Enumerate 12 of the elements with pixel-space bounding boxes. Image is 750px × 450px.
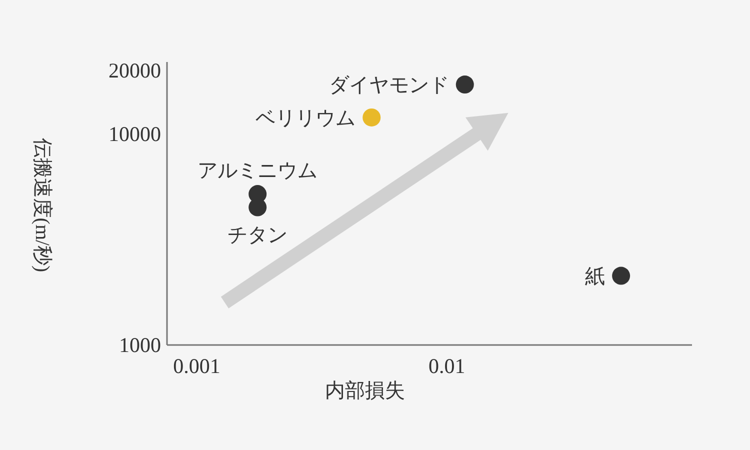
x-tick-label: 0.001 bbox=[173, 354, 220, 378]
x-tick-label: 0.01 bbox=[428, 354, 466, 378]
series-label: ベリリウム bbox=[256, 107, 356, 130]
x-axis-title: 内部損失 bbox=[325, 380, 405, 402]
series-label: アルミニウム bbox=[198, 160, 318, 182]
y-tick-label: 10000 bbox=[108, 122, 161, 146]
y-tick-label: 20000 bbox=[108, 58, 161, 83]
series-label: チタン bbox=[228, 224, 288, 246]
series-label: ダイヤモンド bbox=[328, 74, 449, 97]
y-tick-label: 1000 bbox=[119, 333, 161, 357]
y-axis-title: 伝搬速度(m/秒) bbox=[31, 138, 53, 272]
series-label: 紙 bbox=[585, 266, 606, 288]
